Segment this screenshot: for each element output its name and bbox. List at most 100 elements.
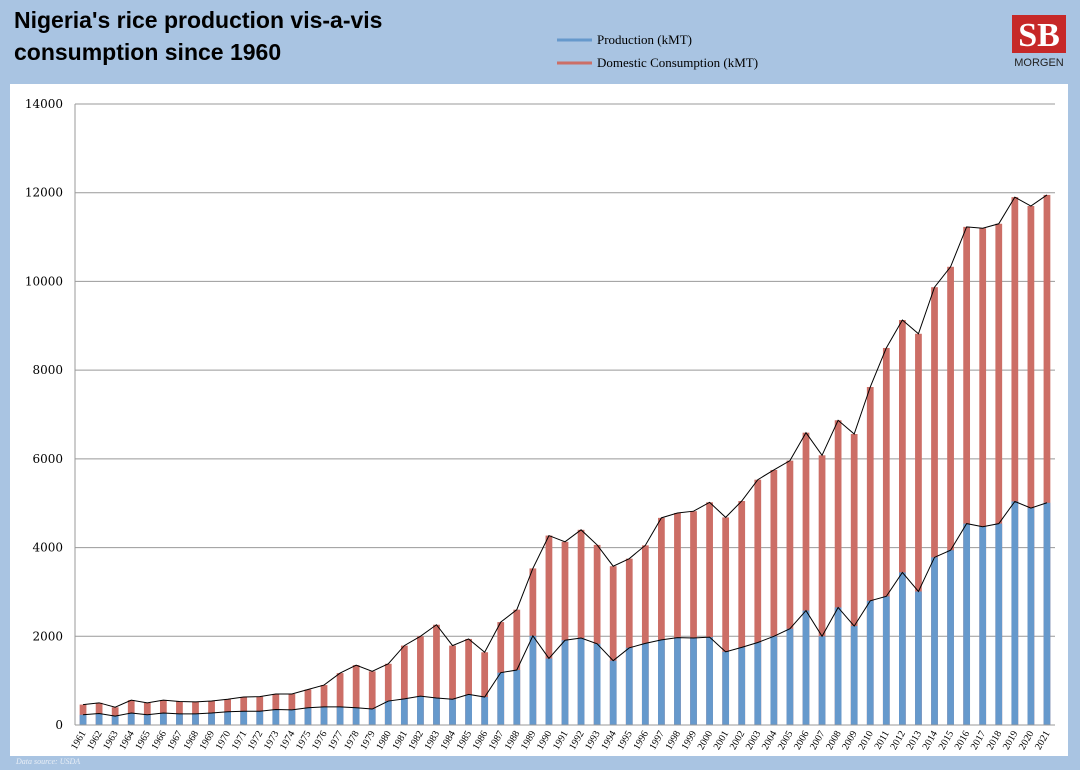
bar	[417, 636, 424, 725]
bar	[1011, 197, 1019, 725]
bar	[915, 591, 922, 725]
bar	[979, 228, 987, 725]
bar	[272, 709, 280, 725]
bar	[1027, 508, 1035, 725]
bar	[706, 637, 713, 725]
bar	[208, 713, 215, 725]
bar	[256, 711, 264, 725]
bar	[674, 637, 681, 725]
bar	[979, 526, 987, 725]
bar	[850, 626, 858, 725]
bar	[95, 713, 103, 725]
bar	[384, 701, 392, 725]
bar	[593, 643, 601, 725]
bar	[481, 697, 489, 725]
bar	[449, 645, 456, 725]
bar	[320, 706, 328, 725]
bar	[690, 638, 697, 725]
bar	[658, 517, 665, 725]
bar	[850, 434, 858, 725]
bar	[1043, 502, 1051, 725]
bar	[465, 638, 472, 725]
bar	[706, 502, 713, 725]
bar	[625, 647, 633, 725]
bar	[400, 645, 408, 725]
bar	[1011, 501, 1019, 725]
bar	[866, 386, 874, 725]
bar	[722, 517, 730, 725]
bar	[674, 512, 681, 725]
bar	[609, 660, 617, 725]
bar	[352, 707, 360, 725]
bar	[577, 529, 585, 725]
y-tick-label: 2000	[32, 629, 63, 643]
bar	[449, 699, 456, 725]
top-line	[82, 500, 1048, 717]
bar	[368, 671, 376, 725]
bar	[786, 460, 794, 725]
source-note: Data source: USDA	[15, 757, 80, 766]
bar	[947, 266, 954, 725]
bar	[882, 596, 890, 725]
bar	[786, 628, 794, 725]
bar	[176, 713, 183, 725]
bar	[963, 226, 971, 725]
y-tick-label: 10000	[25, 274, 63, 288]
legend-label: Production (kMT)	[597, 32, 692, 47]
bar	[336, 673, 344, 725]
bar	[995, 523, 1003, 725]
bar	[352, 665, 360, 725]
bar	[658, 639, 665, 725]
bar	[577, 638, 585, 725]
bar	[947, 550, 954, 725]
bar	[899, 572, 906, 725]
bar	[513, 669, 521, 725]
bar	[641, 643, 649, 725]
bar	[433, 624, 440, 725]
bar	[561, 640, 569, 725]
bar	[754, 642, 762, 725]
plot-area	[10, 84, 1068, 756]
bar	[497, 672, 505, 725]
bar	[738, 500, 746, 725]
bar	[336, 706, 344, 725]
bar	[1043, 194, 1051, 726]
bar	[224, 711, 231, 725]
bar	[995, 223, 1003, 725]
chart-title: Nigeria's rice production vis-a-vis	[14, 7, 382, 33]
y-tick-label: 4000	[32, 541, 63, 555]
bar	[834, 420, 842, 725]
y-tick-label: 0	[55, 718, 63, 732]
bar	[240, 711, 248, 725]
bar	[625, 558, 633, 725]
bar	[641, 545, 649, 725]
bar	[1027, 206, 1035, 725]
y-tick-label: 8000	[32, 363, 63, 377]
bar	[143, 702, 151, 725]
bar	[481, 652, 489, 725]
legend-label: Domestic Consumption (kMT)	[597, 55, 758, 70]
bar	[690, 511, 697, 725]
bar	[320, 685, 328, 725]
bar	[738, 647, 746, 725]
y-tick-label: 14000	[25, 97, 63, 111]
bar	[79, 714, 87, 725]
bar	[159, 713, 167, 725]
chart-title: consumption since 1960	[14, 39, 281, 65]
bar	[561, 541, 569, 725]
logo-name: MORGEN	[1014, 57, 1064, 69]
bar	[176, 701, 183, 725]
bar	[417, 696, 424, 725]
bar	[545, 658, 553, 725]
bar	[143, 714, 151, 725]
bar	[593, 544, 601, 725]
bar	[609, 566, 617, 725]
bar	[899, 320, 906, 725]
bar	[818, 636, 826, 725]
bar	[802, 610, 810, 725]
bar	[288, 709, 296, 725]
bar	[882, 347, 890, 725]
bar	[931, 287, 938, 725]
bar	[304, 707, 312, 725]
